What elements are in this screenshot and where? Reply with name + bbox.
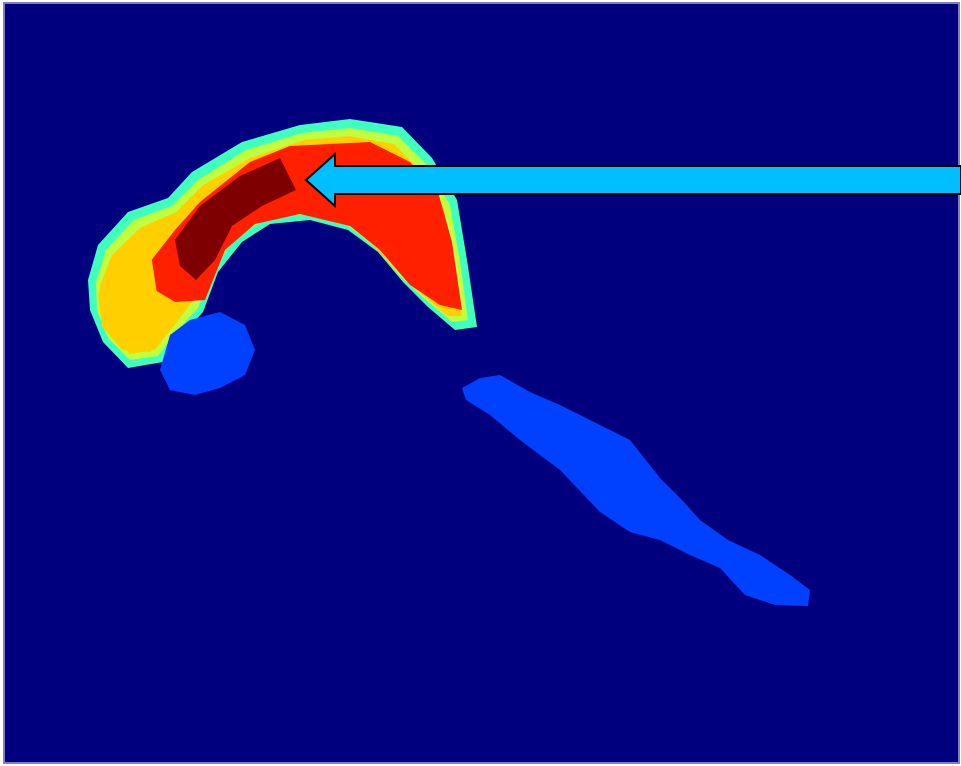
heatmap-image [0,0,961,766]
page [0,0,961,766]
